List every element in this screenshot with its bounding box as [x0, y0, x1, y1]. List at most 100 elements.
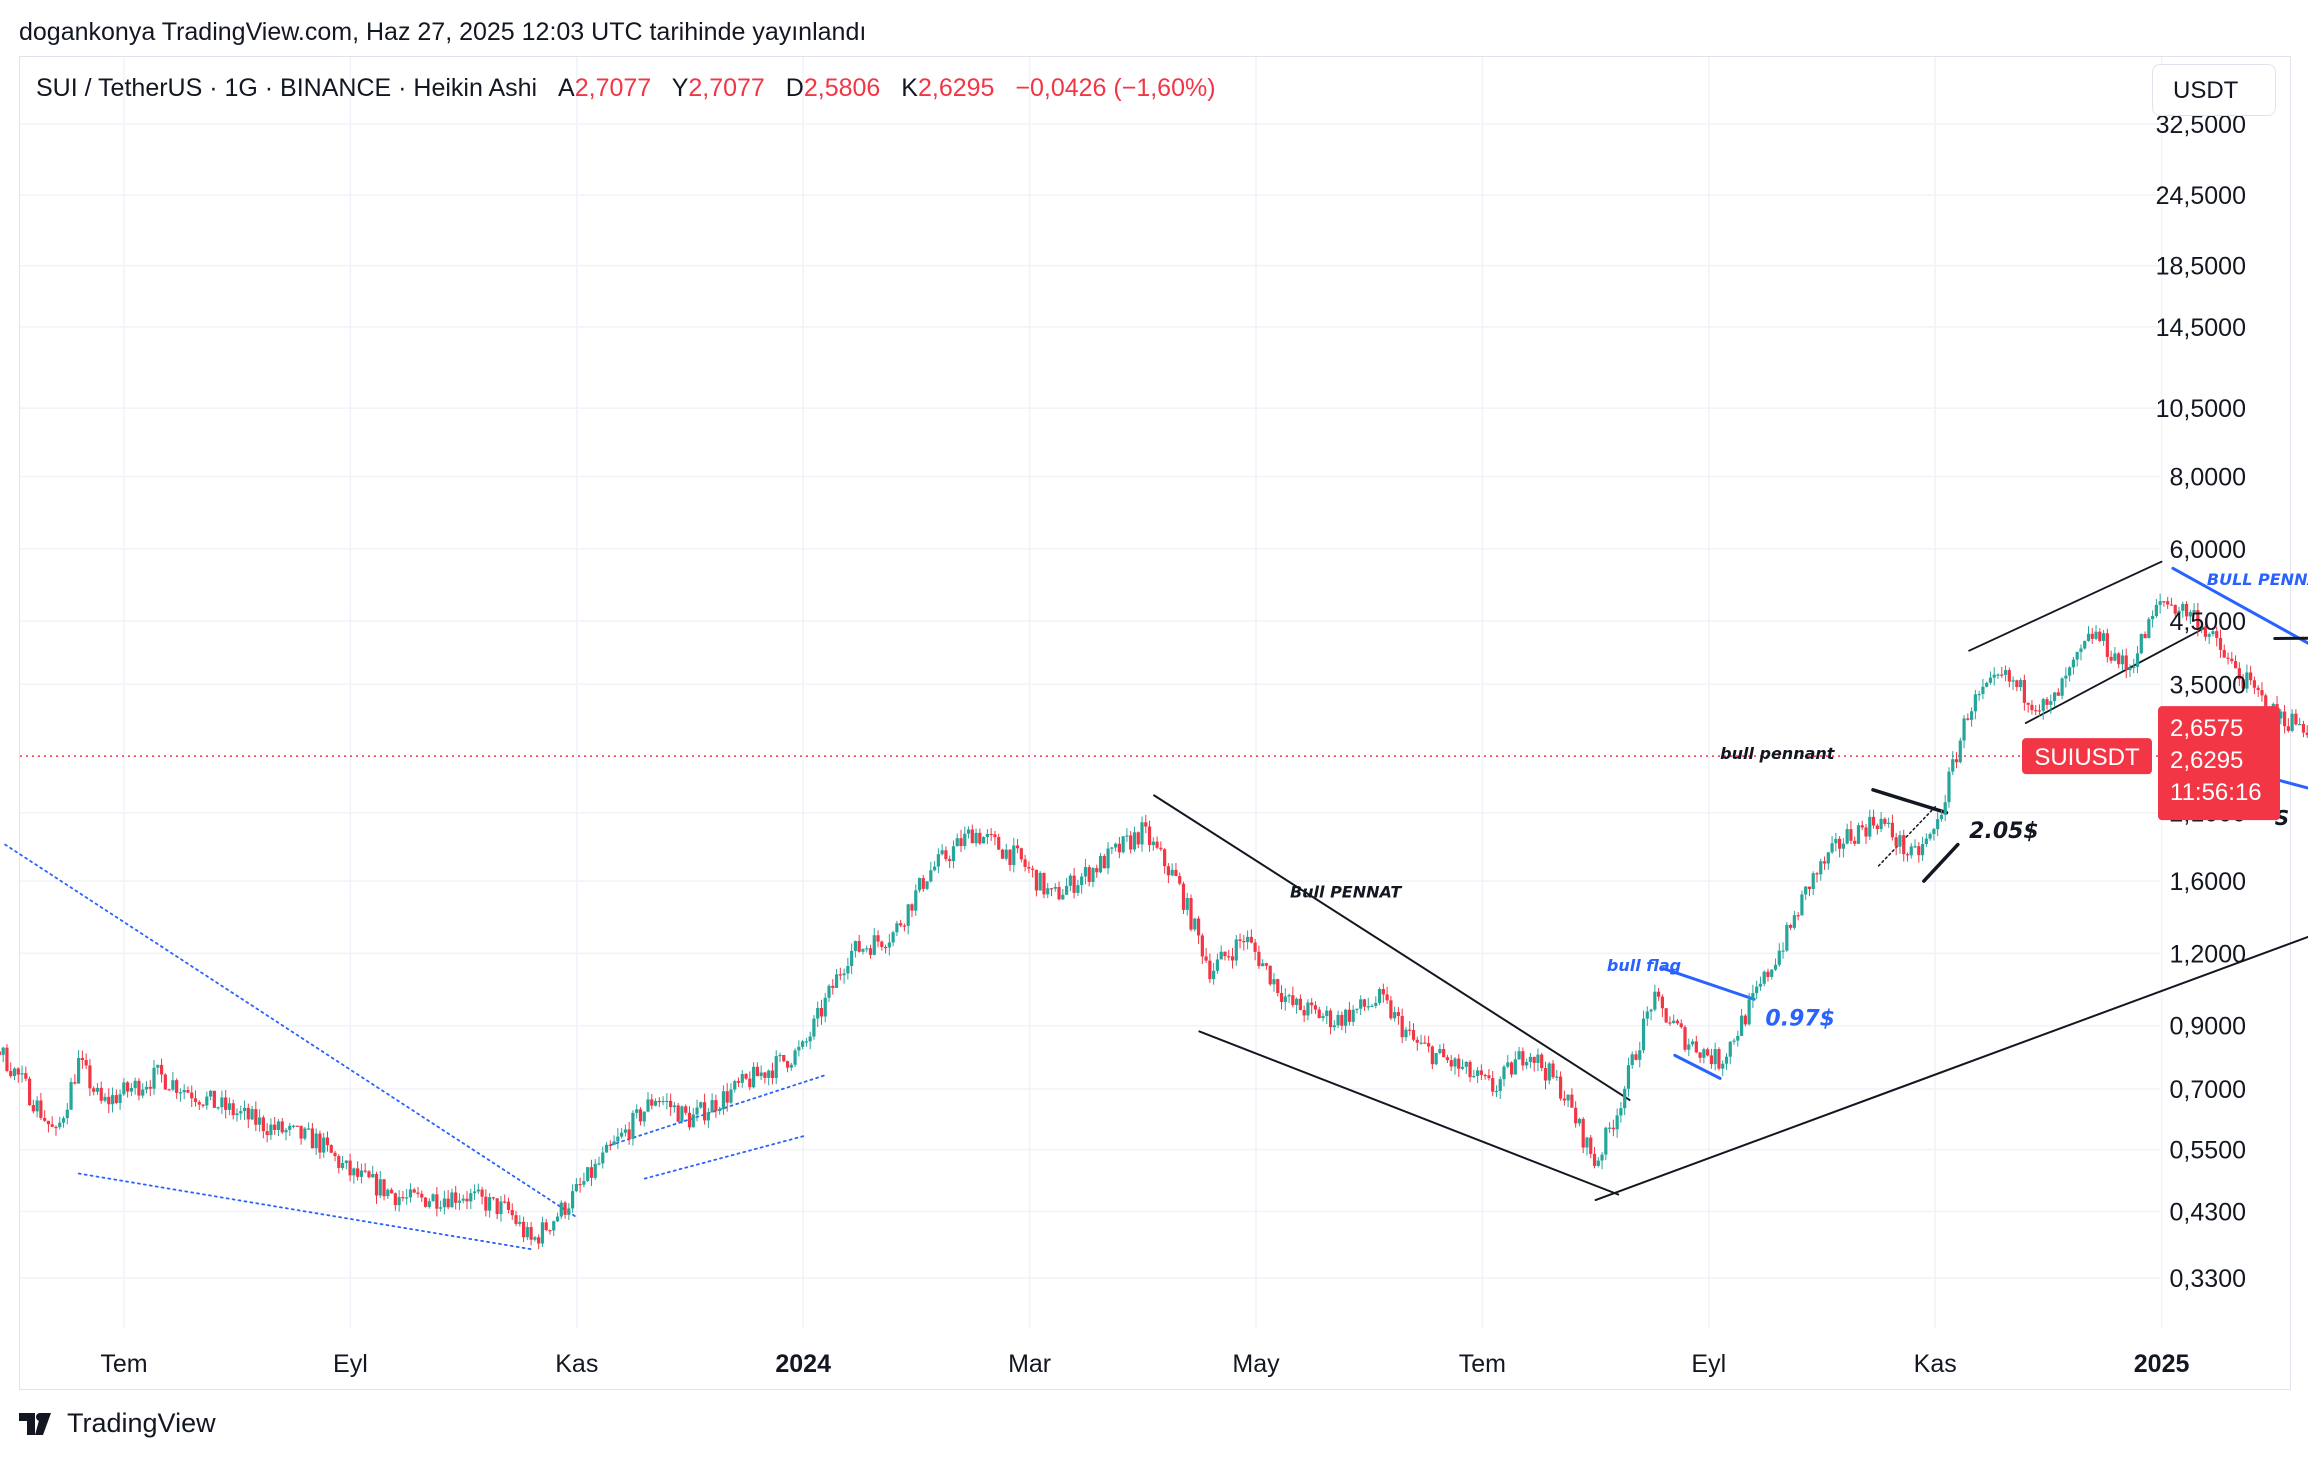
candle-body — [1773, 964, 1778, 970]
candle-body — [1762, 971, 1766, 984]
candle-body — [1804, 886, 1808, 895]
candle-body — [1204, 956, 1208, 961]
candle-body — [442, 1198, 446, 1208]
candle-body — [653, 1100, 658, 1106]
candle-body — [2196, 610, 2200, 630]
candle-body — [1973, 694, 1977, 712]
candle-body — [129, 1087, 133, 1092]
y-axis: 32,500024,500018,500014,500010,50008,000… — [2156, 111, 2246, 1293]
annotations: BULL PENNANT PRICE TARGET:27$H&S PRICE T… — [1290, 570, 2308, 1032]
candle-body — [484, 1196, 488, 1211]
open-value: 2,7077 — [574, 74, 652, 102]
candle-body — [1408, 1029, 1412, 1031]
candle-body — [1091, 868, 1095, 882]
candle-body — [159, 1064, 164, 1075]
candle-body — [1457, 1058, 1461, 1069]
candle-body — [642, 1111, 646, 1122]
candle-body — [1340, 1014, 1344, 1026]
candle-body — [1902, 835, 1906, 855]
candle-body — [1344, 1009, 1348, 1026]
candle-body — [488, 1197, 492, 1211]
candle-body — [1276, 979, 1280, 993]
candle-body — [77, 1057, 81, 1084]
footer-brand[interactable]: TradingView — [19, 1408, 216, 1439]
candle-body — [1860, 825, 1864, 828]
candle-body — [401, 1197, 405, 1199]
candle-body — [770, 1070, 775, 1079]
candle-body — [1747, 999, 1751, 1025]
candle-body — [1321, 1016, 1325, 1019]
candle-body — [2264, 695, 2268, 715]
candle-body — [1008, 849, 1012, 866]
candle-body — [1064, 885, 1069, 895]
candle-body — [1675, 1020, 1680, 1024]
candle-body — [103, 1096, 107, 1101]
y-tick-label: 6,0000 — [2170, 536, 2246, 564]
candle-body — [1521, 1051, 1525, 1066]
candle-body — [1581, 1118, 1585, 1148]
candle-body — [201, 1104, 205, 1106]
candle-body — [144, 1086, 149, 1090]
candle-body — [1634, 1054, 1638, 1060]
candle-body — [261, 1117, 265, 1132]
candle-body — [1585, 1137, 1589, 1148]
candle-body — [1129, 835, 1133, 850]
wedge-lower-dotted — [77, 1172, 533, 1251]
candle-body — [1185, 898, 1189, 910]
candle-body — [1268, 965, 1272, 985]
candle-body — [978, 832, 982, 844]
descending-pennant-upper — [2171, 566, 2308, 645]
candle-body — [1664, 1008, 1668, 1023]
channel-lower-dotted — [643, 1135, 805, 1180]
candle-body — [1600, 1154, 1604, 1161]
candle-body — [2000, 674, 2004, 676]
candle-body — [269, 1124, 273, 1136]
candle-body — [1438, 1049, 1442, 1054]
symbol-title[interactable]: SUI / TetherUS · 1G · BINANCE · Heikin A… — [36, 74, 538, 102]
candle-body — [1295, 998, 1299, 1006]
candle-body — [242, 1107, 247, 1112]
candle-body — [1913, 846, 1917, 848]
candle-body — [2188, 612, 2192, 617]
rising-support-line — [1594, 935, 2308, 1202]
candle-body — [2052, 692, 2057, 702]
candle-body — [1879, 818, 1883, 829]
candle-body — [914, 890, 918, 911]
candle-body — [846, 966, 850, 974]
candle-body — [510, 1209, 514, 1216]
candle-body — [1174, 869, 1178, 877]
candle-body — [620, 1132, 624, 1137]
candle-body — [2147, 619, 2151, 639]
candle-body — [186, 1090, 190, 1093]
candle-body — [148, 1086, 152, 1089]
x-tick-label: May — [1232, 1350, 1280, 1378]
candle-body — [465, 1198, 469, 1202]
candle-body — [853, 941, 858, 951]
candle-body — [1306, 1002, 1310, 1016]
candle-body — [1430, 1046, 1434, 1065]
open-label: A — [558, 74, 575, 102]
close-value: 2,6295 — [917, 74, 995, 102]
candle-body — [2279, 711, 2283, 719]
candle-body — [2090, 633, 2094, 639]
candle-body — [1313, 1005, 1318, 1010]
candle-body — [793, 1050, 797, 1065]
candle-body — [329, 1145, 333, 1153]
candle-body — [1212, 970, 1216, 980]
candle-body — [778, 1054, 782, 1057]
candle-body — [831, 985, 835, 988]
candle-body — [46, 1120, 51, 1125]
candle-body — [612, 1141, 616, 1145]
y-tick-label: 18,5000 — [2156, 253, 2246, 281]
currency-button[interactable]: USDT — [2152, 64, 2276, 116]
candle-body — [412, 1189, 416, 1193]
bull-flag-lower — [1673, 1053, 1722, 1080]
candle-body — [1543, 1068, 1548, 1081]
candle-body — [1053, 886, 1057, 889]
candle-body — [1713, 1049, 1717, 1065]
candle-body — [1170, 869, 1174, 876]
candle-body — [2256, 687, 2260, 691]
channel-upper-line — [1153, 794, 1631, 1101]
candle-body — [88, 1065, 92, 1089]
